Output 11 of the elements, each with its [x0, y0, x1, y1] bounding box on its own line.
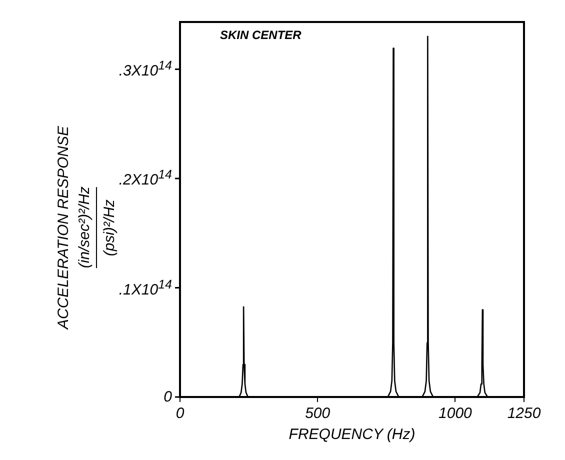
x-tick-label: 1250	[507, 405, 542, 422]
text: .3X10$^{14}$	[118, 58, 172, 80]
text: 0	[164, 388, 172, 406]
text: .1X10$^{14}$	[118, 277, 172, 298]
x-tick-label: 0	[176, 405, 185, 422]
annotation: SKIN CENTER	[220, 28, 302, 42]
x-axis-title: FREQUENCY (Hz)	[288, 426, 416, 444]
x-tick-label: 1000	[438, 405, 473, 422]
y-axis-title: ACCELERATION RESPONSE (in/sec²)²/Hz (psi)²/Hz	[55, 126, 118, 330]
text: .2X10$^{14}$	[118, 168, 172, 189]
x-tick-label: 500	[305, 405, 331, 422]
